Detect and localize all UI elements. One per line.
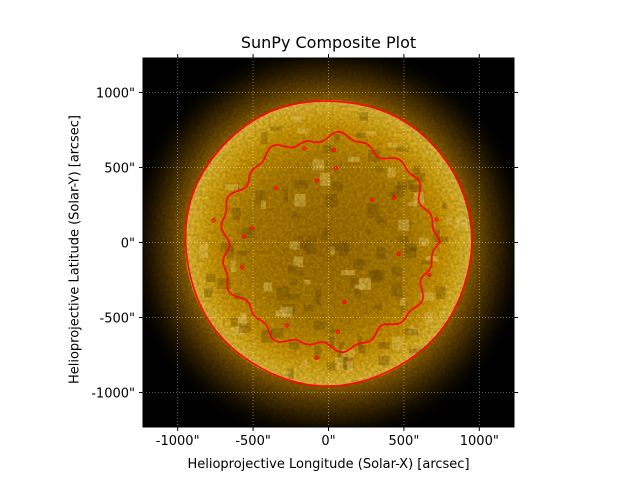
y-tick-label: 0"	[121, 237, 135, 252]
x-tick-label: -500"	[235, 434, 270, 449]
contour-island	[284, 323, 290, 328]
y-tick-label: 500"	[104, 162, 135, 177]
contour-island	[333, 165, 338, 171]
contour-island	[335, 329, 341, 334]
contour-island	[240, 265, 245, 270]
x-tick-label: -1000"	[156, 434, 200, 449]
inner-contour	[220, 130, 442, 354]
chart-title: SunPy Composite Plot	[240, 33, 417, 52]
contour-island	[434, 217, 439, 222]
y-tick-label: -500"	[100, 312, 135, 327]
contour-island	[391, 195, 397, 200]
contour-island	[249, 225, 255, 231]
contour-island	[273, 186, 279, 191]
contour-island	[427, 272, 432, 278]
contour-island	[369, 197, 375, 202]
outer-limb-contour	[184, 100, 474, 387]
contour-island	[396, 251, 401, 256]
contour-island	[302, 146, 307, 151]
x-tick-label: 0"	[321, 434, 335, 449]
y-tick-label: 1000"	[96, 87, 135, 102]
x-axis-label: Helioprojective Longitude (Solar-X) [arc…	[187, 457, 470, 472]
contour-island	[342, 299, 347, 304]
y-tick-label: -1000"	[91, 387, 135, 402]
contour-island	[314, 178, 319, 183]
contour-island	[241, 234, 246, 239]
x-tick-label: 1000"	[460, 434, 499, 449]
x-tick-label: 500"	[389, 434, 420, 449]
contour-lines	[184, 100, 474, 387]
contour-island	[314, 355, 319, 360]
grid-lines	[143, 58, 514, 427]
contour-island	[211, 218, 216, 223]
contour-island	[331, 147, 337, 153]
